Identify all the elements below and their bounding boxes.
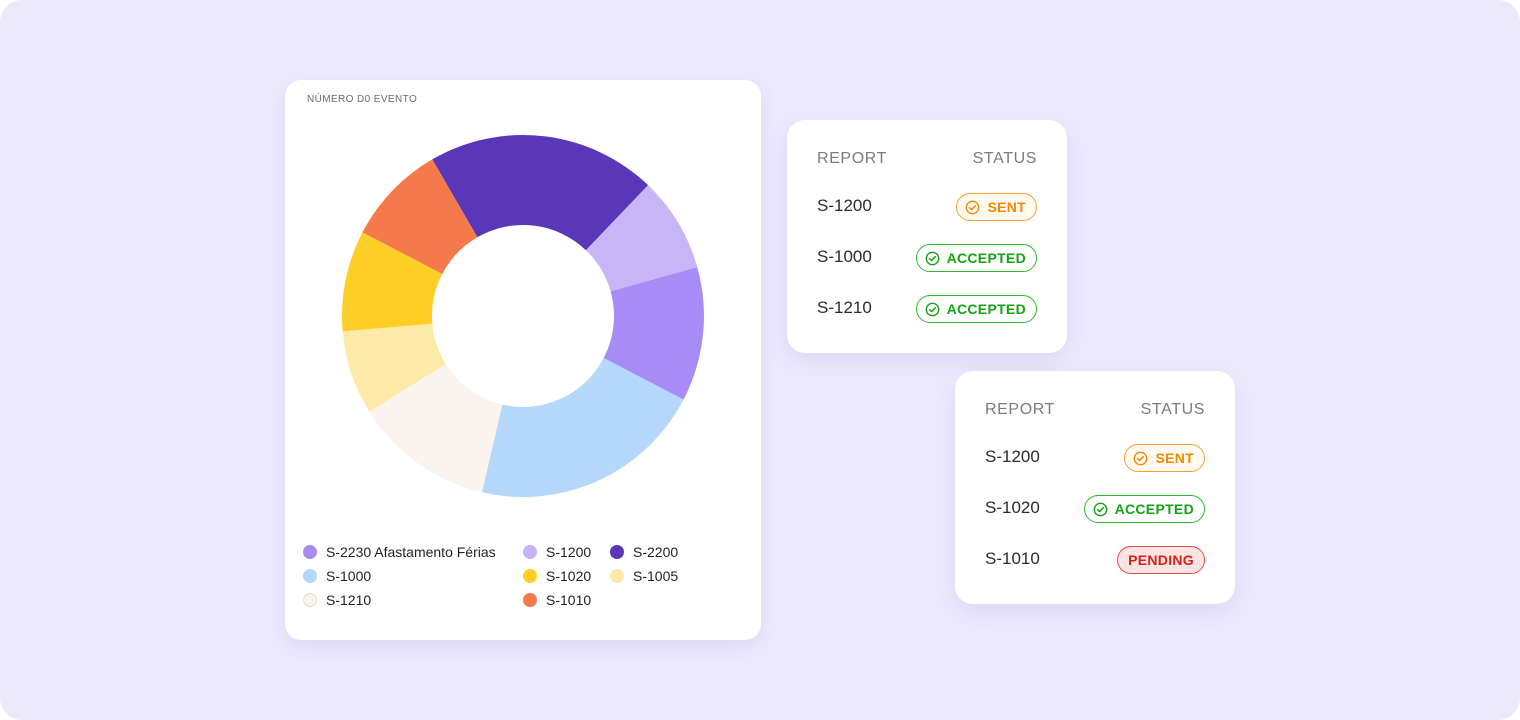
donut-slice-s-1000 bbox=[481, 358, 684, 497]
legend-item-s1210: S-1210 bbox=[303, 590, 371, 610]
legend-dot bbox=[303, 593, 317, 607]
check-circle-icon bbox=[1093, 502, 1107, 516]
donut-slice-s-1200 bbox=[585, 185, 698, 292]
legend-label: S-1010 bbox=[546, 592, 592, 608]
status-badge-sent: SENT bbox=[1124, 444, 1205, 472]
legend-item-s2230: S-2230 Afastamento Férias bbox=[303, 542, 496, 562]
status-label: PENDING bbox=[1128, 552, 1194, 568]
report-column-header: REPORT bbox=[985, 401, 1055, 418]
status-column-header: STATUS bbox=[972, 150, 1037, 167]
report-id: S-1010 bbox=[985, 549, 1040, 568]
report-id: S-1020 bbox=[985, 498, 1040, 517]
legend-item-s1020: S-1020 bbox=[523, 566, 591, 586]
report-id: S-1200 bbox=[817, 196, 872, 215]
legend-label: S-2230 Afastamento Férias bbox=[326, 544, 496, 560]
legend-dot bbox=[523, 569, 537, 583]
event-chart-card: NÚMERO D0 EVENTO S-2230 Afastamento Féri… bbox=[285, 80, 761, 640]
status-label: ACCEPTED bbox=[946, 250, 1026, 266]
legend-dot bbox=[523, 593, 537, 607]
status-badge-accepted: ACCEPTED bbox=[915, 295, 1037, 323]
donut-slice-s-1020 bbox=[342, 232, 443, 332]
report-column-header: REPORT bbox=[817, 150, 887, 167]
legend-item-s1000: S-1000 bbox=[303, 566, 371, 586]
donut-slice-s-2230-afastamento-f-rias bbox=[603, 267, 704, 400]
donut-slice-s-1210 bbox=[369, 364, 503, 493]
status-badge-pending: PENDING bbox=[1117, 546, 1205, 574]
legend-label: S-1000 bbox=[326, 568, 372, 584]
status-label: SENT bbox=[1155, 450, 1194, 466]
status-column-header: STATUS bbox=[1140, 401, 1205, 418]
legend-item-s2200: S-2200 bbox=[610, 542, 678, 562]
chart-title: NÚMERO D0 EVENTO bbox=[307, 94, 418, 105]
legend-item-s1200: S-1200 bbox=[523, 542, 591, 562]
legend-dot bbox=[523, 545, 537, 559]
legend-label: S-1020 bbox=[546, 568, 592, 584]
donut-slice-s-1010 bbox=[362, 159, 478, 274]
status-label: ACCEPTED bbox=[946, 301, 1026, 317]
legend-dot bbox=[610, 545, 624, 559]
legend-label: S-2200 bbox=[633, 544, 679, 560]
report-status-card: REPORT STATUS S-1200 SENT S-1000 ACCEPTE… bbox=[787, 120, 1067, 353]
status-label: ACCEPTED bbox=[1114, 501, 1194, 517]
report-status-card: REPORT STATUS S-1200 SENT S-1020 ACCEPTE… bbox=[955, 371, 1235, 604]
report-id: S-1200 bbox=[985, 447, 1040, 466]
donut-slice-s-1005 bbox=[342, 323, 446, 412]
legend-label: S-1200 bbox=[546, 544, 592, 560]
donut-chart bbox=[342, 135, 704, 497]
report-id: S-1000 bbox=[817, 247, 872, 266]
check-circle-icon bbox=[1134, 451, 1148, 465]
status-badge-accepted: ACCEPTED bbox=[1083, 495, 1205, 523]
status-label: SENT bbox=[987, 199, 1026, 215]
legend-item-s1010: S-1010 bbox=[523, 590, 591, 610]
check-circle-icon bbox=[966, 200, 980, 214]
legend-dot bbox=[303, 545, 317, 559]
legend-item-s1005: S-1005 bbox=[610, 566, 678, 586]
legend-label: S-1005 bbox=[633, 568, 679, 584]
status-badge-sent: SENT bbox=[956, 193, 1037, 221]
donut-slice-s-2200 bbox=[432, 135, 649, 251]
report-id: S-1210 bbox=[817, 298, 872, 317]
status-badge-accepted: ACCEPTED bbox=[915, 244, 1037, 272]
legend-dot bbox=[610, 569, 624, 583]
check-circle-icon bbox=[925, 302, 939, 316]
check-circle-icon bbox=[925, 251, 939, 265]
legend-label: S-1210 bbox=[326, 592, 372, 608]
legend-dot bbox=[303, 569, 317, 583]
